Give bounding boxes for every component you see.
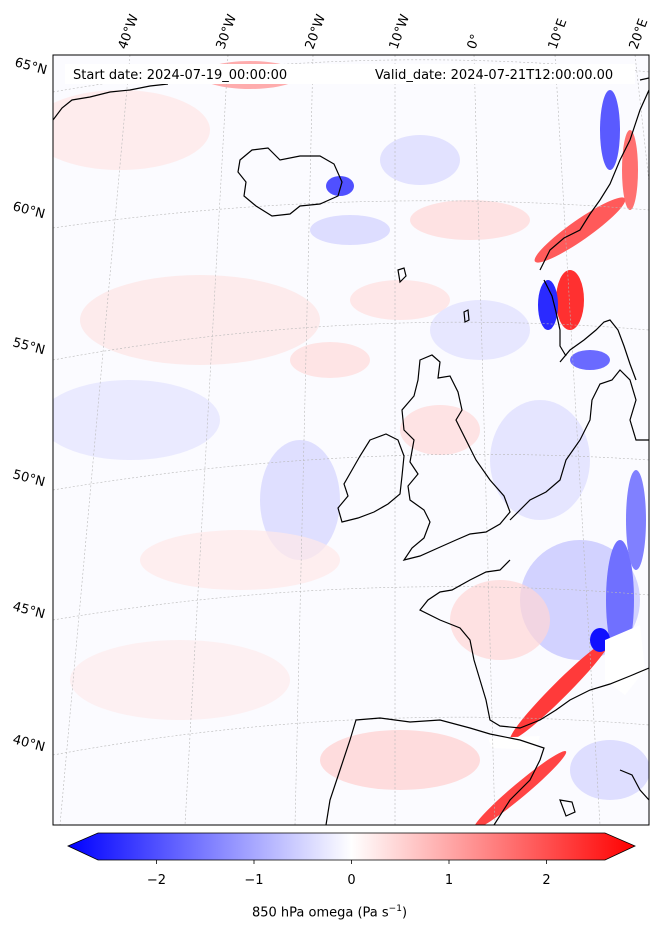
- colorbar-ticks: −2 −1 0 1 2: [147, 860, 551, 888]
- start-date-label: Start date: 2024-07-19_00:00:00: [73, 68, 287, 83]
- lon-label-20e: 20°E: [627, 17, 652, 52]
- lon-label-0: 0°: [465, 32, 484, 51]
- lon-label-10w: 10°W: [387, 12, 413, 51]
- colorbar-label-unit-exponent: −1: [388, 904, 402, 914]
- colorbar: −2 −1 0 1 2: [67, 832, 636, 888]
- colorbar-tick-label: −2: [147, 873, 166, 888]
- great-britain-coast: [401, 354, 511, 561]
- map-frame: [52, 54, 650, 826]
- colorbar-label-close: ): [401, 905, 408, 921]
- france-coast: [419, 559, 649, 729]
- colorbar-tick-label: 2: [542, 873, 550, 888]
- norway-south-coast: [543, 279, 567, 357]
- skagerrak-coast: [559, 319, 637, 381]
- colorbar-tick-label: 0: [347, 873, 355, 888]
- greenland-coast: [53, 83, 169, 121]
- colorbar-label-text: 850 hPa omega (Pa s: [251, 905, 389, 921]
- header-band: [65, 64, 635, 84]
- lat-label-45n: 45°N: [11, 599, 47, 622]
- north-sea-east-coast: [509, 369, 649, 521]
- latitude-labels: 65°N 60°N 55°N 50°N 45°N 40°N: [11, 55, 49, 755]
- norway-west-coast: [539, 89, 649, 271]
- lat-label-65n: 65°N: [13, 55, 49, 78]
- ireland-coast: [337, 433, 405, 523]
- lat-label-40n: 40°N: [11, 732, 47, 755]
- iceland-coast: [237, 147, 343, 217]
- omega-field: [53, 61, 649, 825]
- colorbar-tick-label: 1: [445, 873, 453, 888]
- longitude-labels: 40°W 30°W 20°W 10°W 0° 10°E 20°E: [116, 12, 652, 51]
- coastlines: [53, 77, 649, 825]
- colorbar-tick-label: −1: [244, 873, 263, 888]
- lat-label-60n: 60°N: [11, 199, 47, 222]
- lon-label-10e: 10°E: [546, 17, 571, 52]
- lon-label-30w: 30°W: [214, 12, 240, 51]
- valid-date-label: Valid_date: 2024-07-21T12:00:00.00: [375, 68, 613, 83]
- colorbar-label: 850 hPa omega (Pa s−1): [0, 904, 659, 920]
- lon-label-20w: 20°W: [303, 12, 329, 51]
- lat-label-55n: 55°N: [11, 335, 47, 358]
- lon-label-40w: 40°W: [116, 12, 142, 51]
- lat-label-50n: 50°N: [11, 467, 47, 490]
- colorbar-gradient: [67, 832, 636, 861]
- iberia-coast: [325, 717, 545, 825]
